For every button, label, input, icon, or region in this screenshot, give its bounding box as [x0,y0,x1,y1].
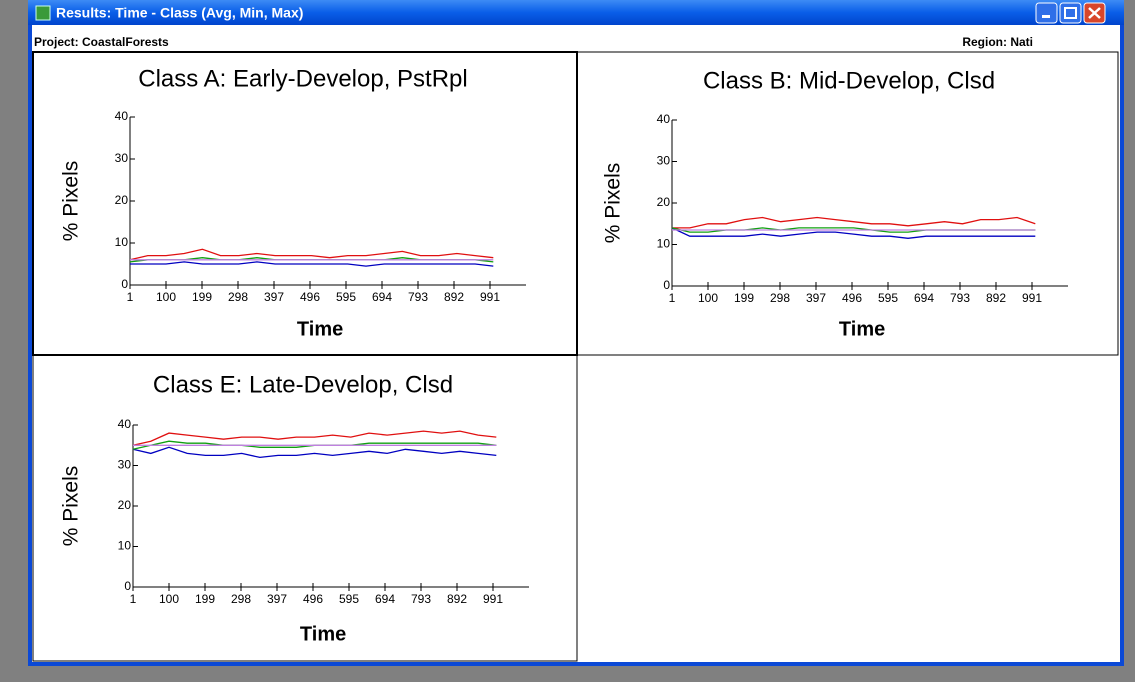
x-tick-label: 991 [480,290,500,304]
chart-title: Class E: Late-Develop, Clsd [153,371,453,398]
y-tick-label: 0 [663,278,670,292]
series-line [132,446,497,459]
x-tick-label: 892 [444,290,464,304]
x-tick-label: 595 [336,290,356,304]
y-tick-label: 40 [118,417,132,431]
x-axis-label: Time [300,623,346,645]
x-tick-label: 397 [806,291,826,305]
x-tick-label: 595 [339,592,359,606]
y-tick-label: 30 [118,458,132,472]
panel [576,51,1119,356]
x-tick-label: 100 [698,291,718,305]
charts: Class A: Early-Develop, PstRpl % Pixels Ti… [60,65,1068,645]
y-tick-label: 20 [115,193,129,207]
y-axis-label: % Pixels [60,466,83,547]
maximize-icon [1064,7,1077,19]
maximize-button[interactable] [1059,2,1082,24]
x-tick-label: 298 [228,290,248,304]
x-tick-label: 397 [267,592,287,606]
series-line [672,216,1036,229]
panel [32,354,578,662]
y-tick-label: 30 [657,154,671,168]
y-tick-label: 20 [118,498,132,512]
y-tick-label: 20 [657,195,671,209]
x-tick-label: 694 [914,291,934,305]
y-tick-label: 0 [124,579,131,593]
y-tick-label: 10 [118,539,132,553]
x-tick-label: 892 [447,592,467,606]
x-tick-label: 496 [300,290,320,304]
x-tick-label: 793 [411,592,431,606]
x-tick-label: 298 [231,592,251,606]
x-axis-label: Time [297,318,343,340]
y-tick-label: 30 [115,151,129,165]
x-tick-label: 1 [127,290,134,304]
y-tick-label: 40 [115,109,129,123]
chart-title: Class A: Early-Develop, PstRpl [138,65,467,92]
x-tick-label: 595 [878,291,898,305]
series-line [671,227,1036,239]
x-tick-label: 793 [950,291,970,305]
minimize-button[interactable] [1035,2,1058,24]
x-axis-label: Time [839,318,885,340]
x-tick-label: 1 [669,291,676,305]
x-tick-label: 496 [303,592,323,606]
series-line [130,261,494,267]
x-tick-label: 991 [483,592,503,606]
y-tick-label: 10 [657,237,671,251]
app-icon [35,5,51,21]
y-axis-label: % Pixels [60,161,83,242]
x-tick-label: 892 [986,291,1006,305]
project-label: Project: CoastalForests [34,35,169,49]
close-icon [1088,7,1101,19]
title-bar [28,0,1124,25]
series-line [129,248,494,261]
x-tick-label: 199 [192,290,212,304]
y-tick-label: 0 [121,277,128,291]
y-axis-label: % Pixels [602,163,625,244]
y-tick-label: 40 [657,112,671,126]
region-label: Region: Nati [962,35,1033,49]
x-tick-label: 991 [1022,291,1042,305]
x-tick-label: 694 [375,592,395,606]
x-tick-label: 100 [159,592,179,606]
x-tick-label: 694 [372,290,392,304]
window-title: Results: Time - Class (Avg, Min, Max) [56,5,303,21]
series-line [132,430,497,446]
x-tick-label: 199 [195,592,215,606]
chart-title: Class B: Mid-Develop, Clsd [703,67,995,94]
x-tick-label: 496 [842,291,862,305]
y-tick-label: 10 [115,235,129,249]
x-tick-label: 1 [130,592,137,606]
x-tick-label: 199 [734,291,754,305]
x-tick-label: 397 [264,290,284,304]
x-tick-label: 100 [156,290,176,304]
x-tick-label: 298 [770,291,790,305]
minimize-icon [1042,15,1050,18]
x-tick-label: 793 [408,290,428,304]
